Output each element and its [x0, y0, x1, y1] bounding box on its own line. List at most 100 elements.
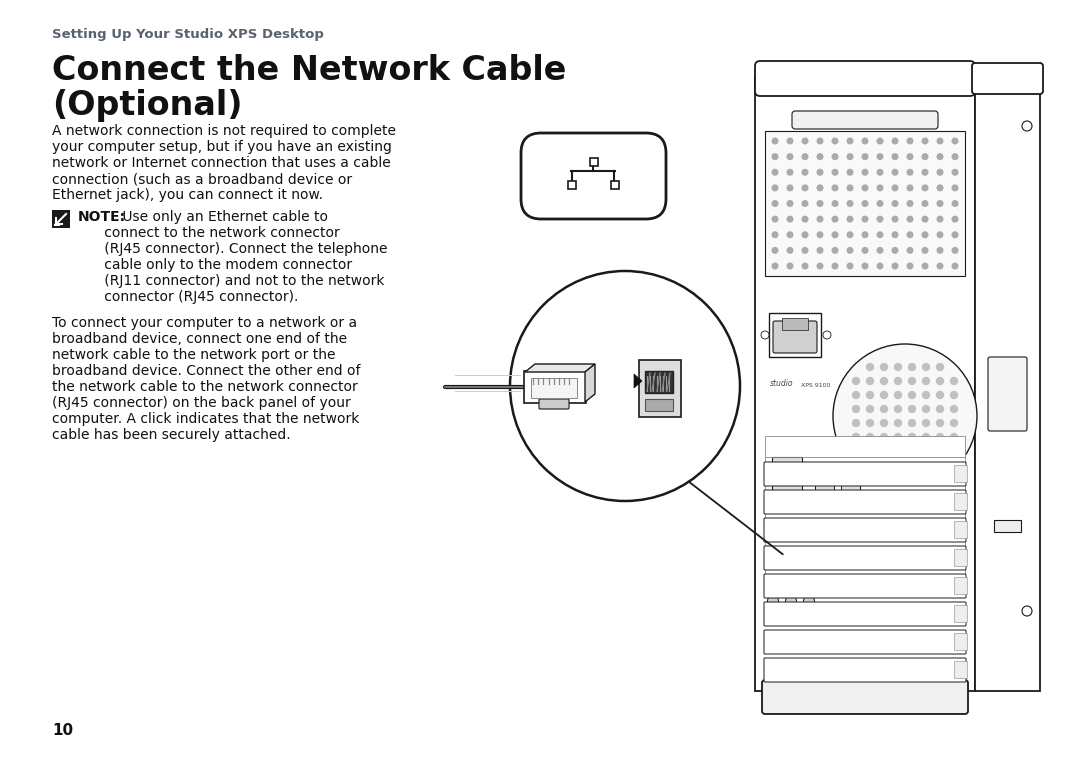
Circle shape — [866, 391, 874, 398]
Circle shape — [907, 232, 913, 237]
FancyBboxPatch shape — [645, 399, 673, 411]
Circle shape — [877, 185, 882, 191]
FancyBboxPatch shape — [524, 371, 586, 403]
Circle shape — [866, 447, 874, 454]
Circle shape — [936, 378, 944, 385]
Circle shape — [922, 378, 930, 385]
Circle shape — [937, 185, 943, 191]
Circle shape — [907, 185, 913, 191]
Text: (RJ45 connector). Connect the telephone: (RJ45 connector). Connect the telephone — [78, 242, 388, 256]
Text: A network connection is not required to complete: A network connection is not required to … — [52, 124, 396, 138]
FancyBboxPatch shape — [792, 111, 939, 129]
Circle shape — [908, 364, 916, 371]
Circle shape — [892, 138, 897, 144]
Circle shape — [802, 169, 808, 175]
Circle shape — [847, 138, 853, 144]
Circle shape — [953, 154, 958, 159]
Circle shape — [772, 201, 778, 206]
Circle shape — [833, 247, 838, 254]
Circle shape — [862, 201, 868, 206]
Polygon shape — [585, 364, 595, 402]
Circle shape — [936, 434, 944, 440]
FancyBboxPatch shape — [955, 605, 968, 623]
FancyBboxPatch shape — [814, 479, 834, 492]
Circle shape — [922, 201, 928, 206]
Text: network or Internet connection that uses a cable: network or Internet connection that uses… — [52, 156, 391, 170]
Circle shape — [908, 391, 916, 398]
Circle shape — [894, 461, 902, 469]
Circle shape — [862, 232, 868, 237]
Circle shape — [880, 378, 888, 385]
FancyBboxPatch shape — [764, 602, 966, 626]
Circle shape — [877, 154, 882, 159]
Circle shape — [907, 201, 913, 206]
Text: Use only an Ethernet cable to: Use only an Ethernet cable to — [118, 210, 328, 224]
Circle shape — [833, 185, 838, 191]
FancyBboxPatch shape — [972, 63, 1043, 94]
Circle shape — [772, 247, 778, 254]
Circle shape — [1022, 606, 1032, 616]
Circle shape — [950, 391, 958, 398]
Circle shape — [866, 434, 874, 440]
Circle shape — [922, 447, 930, 454]
Circle shape — [852, 391, 860, 398]
Circle shape — [908, 434, 916, 440]
FancyBboxPatch shape — [764, 630, 966, 654]
FancyBboxPatch shape — [765, 131, 966, 276]
Circle shape — [833, 154, 838, 159]
FancyBboxPatch shape — [955, 633, 968, 650]
Circle shape — [907, 154, 913, 159]
Circle shape — [877, 216, 882, 222]
Circle shape — [894, 447, 902, 454]
Circle shape — [892, 247, 897, 254]
Circle shape — [937, 232, 943, 237]
Circle shape — [894, 364, 902, 371]
Circle shape — [852, 378, 860, 385]
Circle shape — [922, 247, 928, 254]
FancyBboxPatch shape — [764, 462, 966, 486]
Circle shape — [802, 216, 808, 222]
FancyBboxPatch shape — [539, 399, 569, 409]
FancyBboxPatch shape — [769, 313, 821, 357]
FancyBboxPatch shape — [840, 479, 860, 492]
Circle shape — [787, 154, 793, 159]
Circle shape — [847, 201, 853, 206]
FancyBboxPatch shape — [610, 181, 619, 188]
Circle shape — [802, 247, 808, 254]
Circle shape — [818, 154, 823, 159]
Circle shape — [833, 232, 838, 237]
Circle shape — [894, 434, 902, 440]
Circle shape — [862, 154, 868, 159]
FancyBboxPatch shape — [772, 457, 802, 477]
Circle shape — [787, 232, 793, 237]
FancyBboxPatch shape — [955, 662, 968, 679]
Text: NOTE:: NOTE: — [78, 210, 126, 224]
Text: connect to the network connector: connect to the network connector — [78, 226, 340, 240]
Circle shape — [877, 138, 882, 144]
Text: computer. A click indicates that the network: computer. A click indicates that the net… — [52, 412, 360, 426]
Polygon shape — [525, 364, 595, 372]
Circle shape — [768, 595, 779, 607]
Circle shape — [936, 391, 944, 398]
Circle shape — [847, 264, 853, 269]
Circle shape — [892, 264, 897, 269]
Circle shape — [950, 420, 958, 427]
FancyBboxPatch shape — [772, 485, 802, 505]
Circle shape — [894, 405, 902, 413]
Circle shape — [880, 420, 888, 427]
Circle shape — [922, 434, 930, 440]
FancyBboxPatch shape — [772, 549, 796, 567]
Circle shape — [833, 201, 838, 206]
Text: broadband device, connect one end of the: broadband device, connect one end of the — [52, 332, 347, 346]
Circle shape — [908, 378, 916, 385]
FancyBboxPatch shape — [590, 158, 597, 165]
FancyBboxPatch shape — [994, 520, 1021, 532]
Text: your computer setup, but if you have an existing: your computer setup, but if you have an … — [52, 140, 392, 154]
Text: broadband device. Connect the other end of: broadband device. Connect the other end … — [52, 364, 361, 378]
Circle shape — [818, 264, 823, 269]
FancyBboxPatch shape — [955, 466, 968, 483]
Circle shape — [768, 578, 779, 588]
Circle shape — [907, 169, 913, 175]
Circle shape — [772, 154, 778, 159]
Circle shape — [866, 405, 874, 413]
